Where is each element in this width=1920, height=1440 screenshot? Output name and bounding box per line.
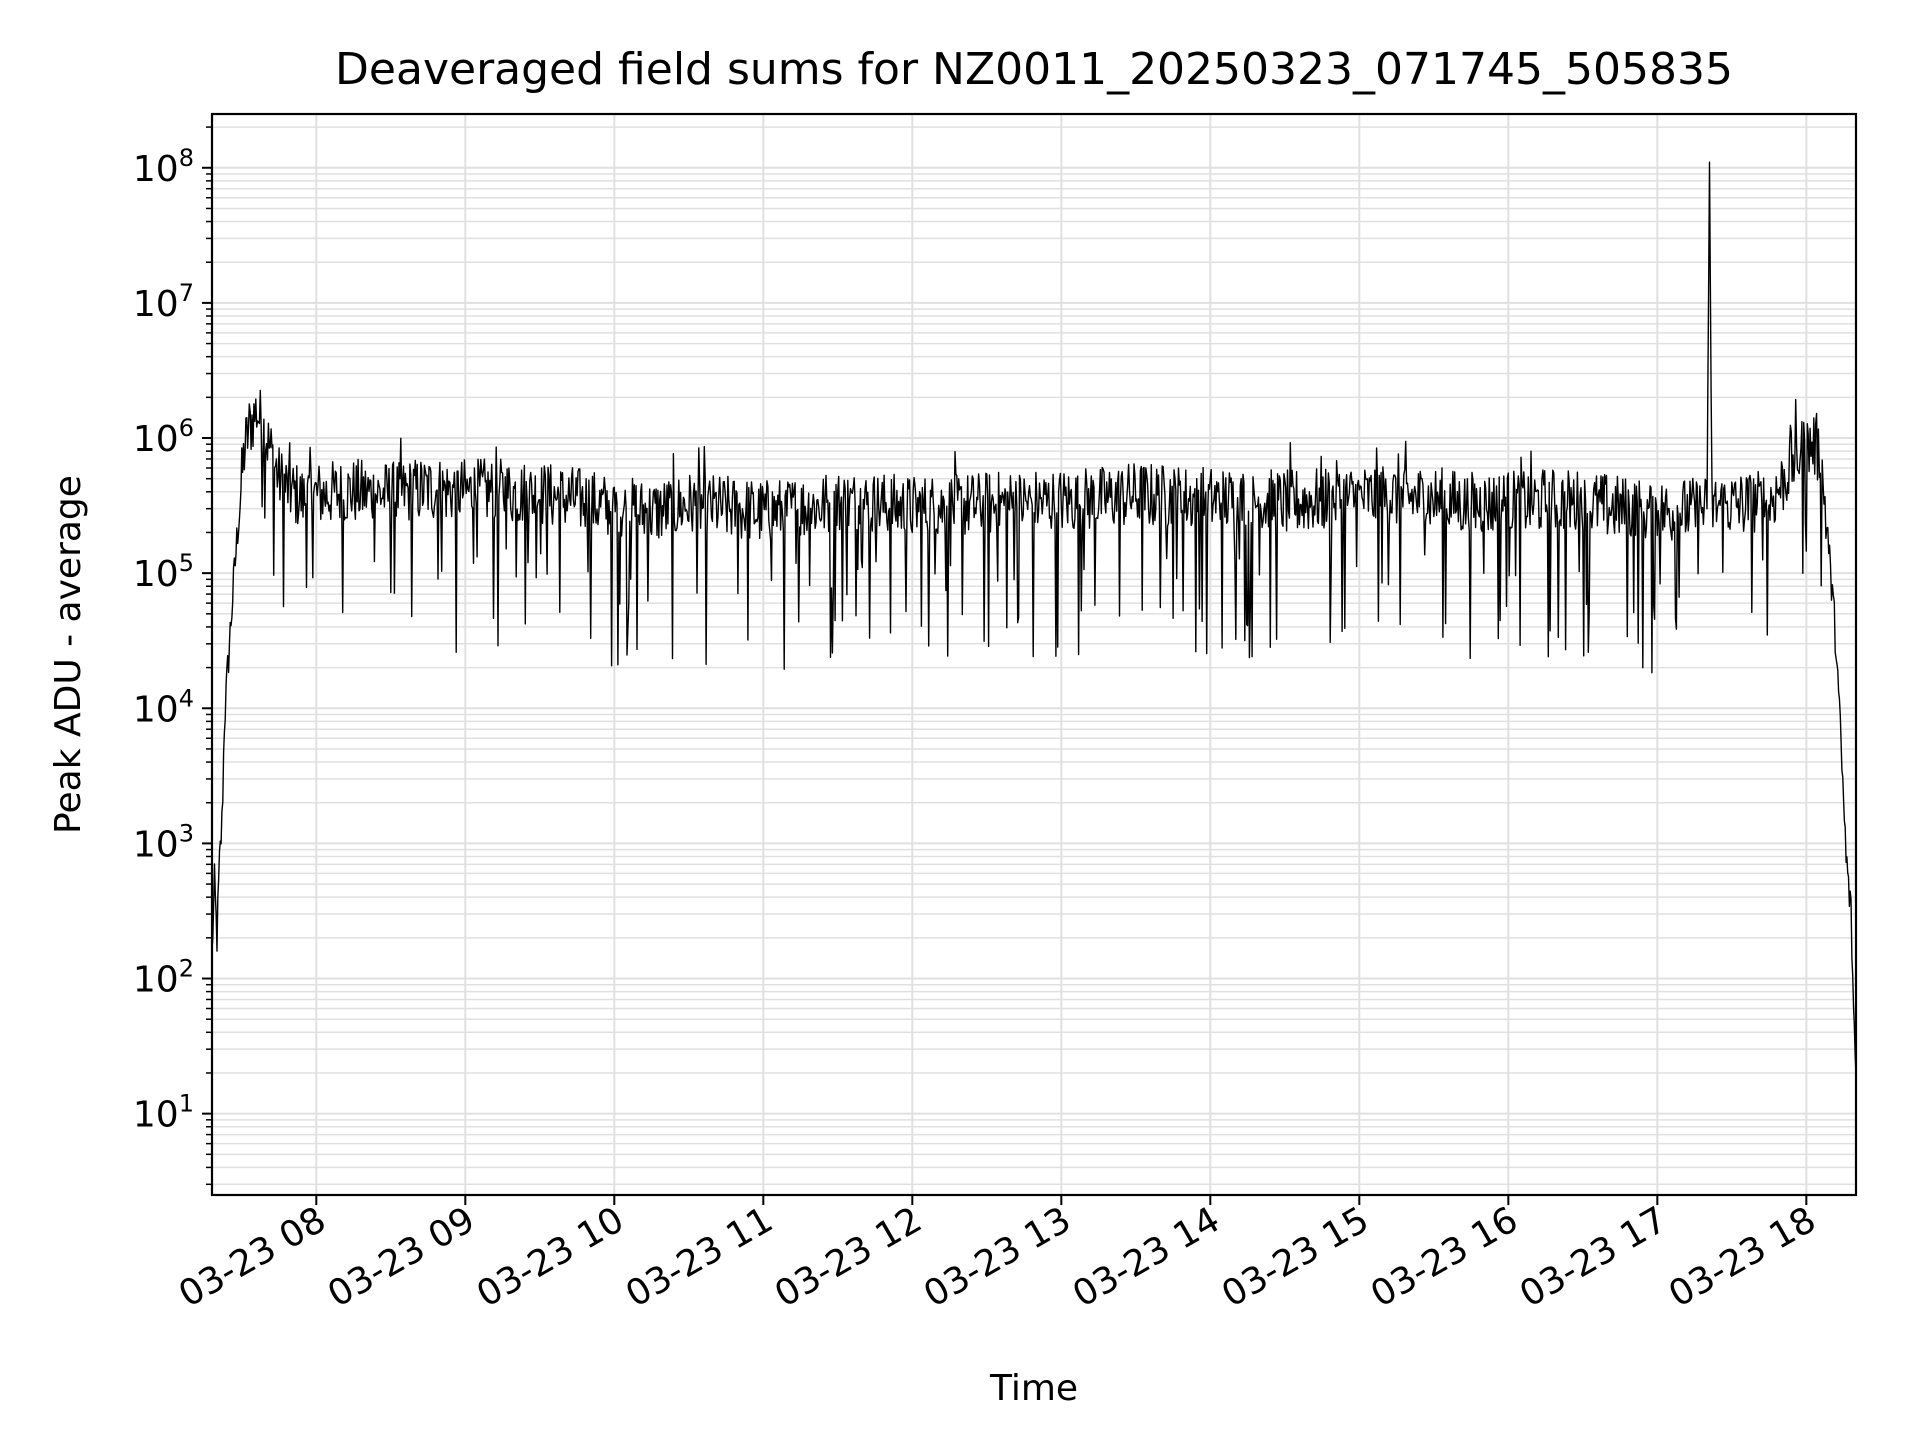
y-tick-label: 101 [133, 1090, 194, 1136]
series-line [211, 161, 1857, 1074]
y-tick-label: 108 [133, 144, 194, 190]
y-axis-label: Peak ADU - average [48, 475, 89, 834]
y-tick-label: 103 [133, 819, 194, 865]
y-tick-label: 104 [133, 684, 194, 730]
grid [212, 114, 1856, 1195]
plot-frame [210, 112, 1858, 1197]
y-tick-label: 102 [133, 955, 194, 1001]
chart-title: Deaveraged field sums for NZ0011_2025032… [335, 44, 1733, 95]
y-tick-label: 105 [133, 549, 194, 595]
y-tick-label: 107 [133, 279, 194, 325]
series-group [211, 161, 1857, 1074]
x-axis-label: Time [989, 1368, 1078, 1409]
y-tick-label: 106 [133, 414, 194, 460]
